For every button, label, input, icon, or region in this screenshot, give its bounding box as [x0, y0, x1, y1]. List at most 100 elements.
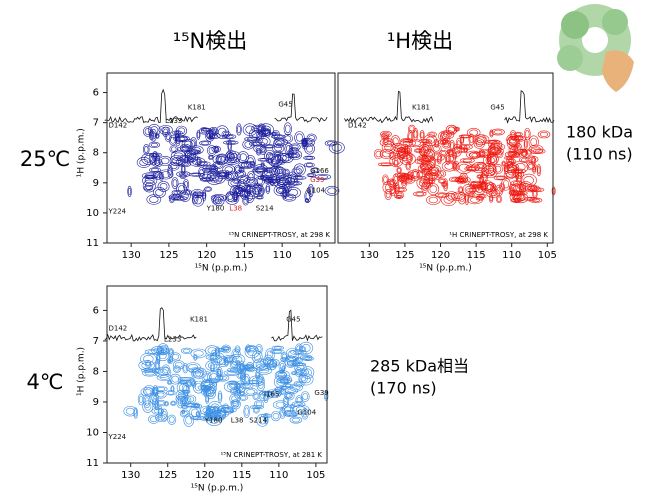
contour — [457, 191, 467, 205]
contour — [275, 186, 290, 194]
contour — [142, 388, 152, 395]
contour — [284, 391, 292, 399]
residue-label: Y180 — [206, 204, 225, 212]
contour — [476, 136, 485, 144]
contour — [399, 152, 416, 166]
contour — [197, 162, 208, 166]
contour — [448, 148, 454, 157]
contour — [262, 129, 270, 135]
contour — [229, 153, 239, 161]
contour — [429, 132, 436, 137]
contour — [223, 156, 240, 165]
contour — [312, 168, 319, 173]
contour — [245, 365, 253, 370]
y-tick-label: 9 — [93, 397, 99, 408]
contour — [200, 128, 208, 134]
contour — [442, 182, 446, 187]
contour — [229, 408, 235, 414]
contour — [181, 163, 186, 176]
contour — [212, 161, 224, 170]
contour — [522, 150, 527, 156]
y-axis-label: ¹H (p.p.m.) — [77, 347, 87, 396]
contour — [244, 345, 260, 359]
contour — [272, 143, 285, 153]
contour — [427, 183, 440, 196]
contour — [171, 401, 176, 405]
contour — [144, 397, 150, 406]
time-label: (170 ns) — [370, 379, 437, 398]
contour — [478, 148, 485, 159]
contour — [170, 146, 177, 152]
contour — [515, 169, 519, 178]
contour — [181, 410, 188, 417]
x-tick-label: 120 — [197, 250, 216, 261]
contour — [180, 395, 187, 407]
contour — [304, 198, 310, 203]
contour — [188, 172, 205, 177]
contour — [208, 147, 215, 154]
contour — [266, 185, 270, 192]
contour — [242, 123, 258, 136]
contour — [306, 144, 313, 153]
contour — [277, 155, 281, 162]
contour — [240, 395, 247, 400]
contour — [142, 369, 158, 377]
contour — [243, 376, 249, 385]
contour — [237, 382, 244, 391]
contour — [205, 165, 216, 170]
contour — [486, 153, 492, 163]
contour — [281, 404, 294, 417]
contour — [411, 169, 420, 179]
x-tick-label: 130 — [360, 250, 379, 261]
contour — [274, 145, 283, 152]
contour — [515, 166, 520, 180]
contour — [270, 411, 281, 422]
column-header: ¹H検出 — [387, 29, 453, 53]
column-header: ¹⁵N検出 — [173, 29, 248, 53]
contour — [434, 140, 439, 147]
contour — [208, 133, 218, 138]
contour — [490, 130, 493, 137]
contour — [161, 364, 171, 376]
contour — [269, 390, 279, 397]
contour — [267, 388, 282, 399]
contour — [429, 185, 438, 194]
x-axis-label: ¹⁵N (p.p.m.) — [419, 264, 472, 274]
contour — [331, 143, 342, 152]
contour — [219, 406, 231, 414]
contour — [443, 178, 449, 192]
contour — [212, 354, 223, 364]
contour — [229, 381, 237, 385]
contour — [288, 149, 303, 160]
contour — [229, 185, 241, 198]
contour — [427, 131, 437, 138]
contour — [419, 163, 431, 170]
contour — [394, 172, 408, 178]
contour — [245, 125, 255, 134]
residue-label: L38 — [231, 416, 244, 424]
contour — [469, 192, 474, 197]
contour — [215, 347, 228, 352]
contour — [253, 393, 259, 399]
contour — [141, 152, 156, 165]
contour — [502, 180, 510, 189]
contour — [275, 401, 286, 408]
contour — [202, 191, 206, 200]
contour — [202, 189, 207, 202]
contour — [217, 348, 225, 352]
contour — [433, 145, 440, 152]
contour — [273, 150, 283, 157]
residue-label: K181 — [188, 104, 206, 112]
contour — [532, 166, 536, 173]
contour — [278, 388, 286, 396]
contour — [217, 172, 227, 176]
contour — [272, 412, 279, 420]
contour — [511, 190, 528, 196]
contour — [431, 144, 442, 154]
contour — [199, 140, 212, 146]
contour — [289, 416, 303, 424]
contour — [145, 181, 154, 191]
contour — [462, 158, 473, 163]
x-tick-label: 115 — [235, 250, 254, 261]
y-tick-label: 8 — [93, 148, 99, 159]
